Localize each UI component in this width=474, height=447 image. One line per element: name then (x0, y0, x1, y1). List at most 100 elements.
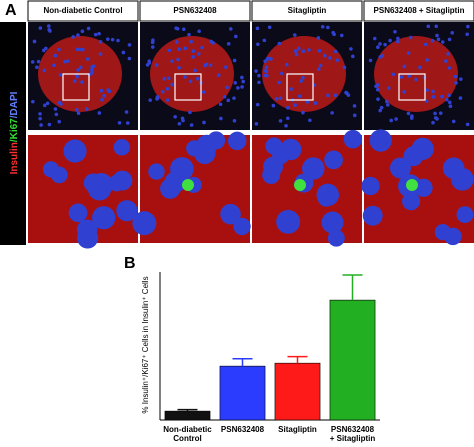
nucleus (127, 43, 132, 47)
nucleus (188, 79, 193, 84)
nucleus (447, 93, 451, 98)
nucleus (465, 32, 469, 37)
nucleus (225, 85, 229, 90)
nucleus (316, 36, 321, 40)
nucleus (317, 49, 322, 53)
nucleus (194, 142, 216, 165)
nucleus (77, 227, 99, 249)
nucleus (219, 116, 223, 121)
x-tick-label: Control (173, 434, 201, 443)
nucleus (121, 50, 126, 55)
nucleus (425, 88, 429, 92)
nucleus (80, 29, 85, 34)
nucleus (274, 97, 279, 101)
nucleus (284, 124, 288, 128)
nucleus (391, 72, 396, 77)
nucleus (333, 49, 338, 54)
nucleus (105, 37, 110, 41)
nucleus (394, 117, 398, 121)
nucleus (265, 137, 283, 155)
nucleus (68, 203, 88, 223)
nucleus (352, 113, 357, 118)
nucleus (53, 107, 58, 111)
nucleus (38, 116, 42, 121)
nucleus (78, 65, 83, 70)
nucleus (278, 96, 283, 101)
nucleus (431, 95, 436, 99)
nucleus (368, 58, 373, 63)
nucleus (72, 79, 77, 83)
nucleus (35, 65, 39, 70)
nucleus (195, 76, 200, 81)
side-label: Insulin/Ki67/DAPI (9, 91, 20, 174)
nucleus (42, 161, 60, 178)
nucleus (426, 24, 431, 29)
nucleus (305, 100, 310, 104)
nucleus (93, 32, 98, 37)
bar (329, 299, 376, 421)
zoom-box (62, 73, 90, 101)
nucleus (220, 203, 241, 225)
nucleus (327, 229, 345, 247)
nucleus (155, 95, 160, 99)
nucleus (414, 178, 433, 197)
nucleus (278, 119, 283, 123)
nucleus (277, 80, 281, 85)
nucleus (465, 122, 470, 127)
nucleus (57, 119, 62, 124)
error-bar (232, 357, 253, 367)
nucleus (321, 211, 344, 234)
nucleus (240, 75, 244, 80)
nucleus (63, 139, 87, 163)
nucleus (286, 105, 290, 110)
nucleus (89, 172, 114, 197)
nucleus (458, 96, 463, 100)
nucleus (188, 110, 192, 115)
nucleus (451, 168, 474, 191)
nucleus (453, 74, 458, 79)
nucleus (326, 25, 330, 30)
nucleus (165, 98, 170, 102)
nucleus (361, 176, 380, 196)
nucleus (102, 93, 106, 98)
side-label-part: Insulin (9, 142, 20, 174)
nucleus (54, 112, 59, 117)
nucleus (97, 31, 101, 36)
nucleus (293, 103, 297, 107)
nucleus (125, 121, 130, 125)
nucleus (318, 63, 323, 68)
nucleus (466, 24, 470, 29)
nucleus (80, 80, 84, 84)
nucleus (177, 65, 181, 70)
nucleus (148, 163, 165, 180)
nucleus (326, 93, 330, 98)
nucleus (332, 32, 336, 37)
nucleus (378, 42, 382, 46)
nucleus (106, 88, 111, 92)
nucleus (431, 89, 435, 94)
nucleus (208, 63, 213, 67)
nucleus (227, 131, 247, 151)
nucleus (380, 53, 385, 58)
nucleus (204, 62, 209, 67)
nucleus (175, 26, 180, 31)
nucleus (410, 116, 414, 120)
nucleus (386, 86, 391, 90)
nucleus (58, 73, 63, 77)
nucleus (351, 54, 355, 59)
nucleus (435, 117, 439, 121)
column-header-box (27, 0, 139, 22)
nucleus (218, 102, 223, 107)
nucleus (320, 24, 325, 29)
column-header: PSN632408 + Sitagliptin (374, 6, 465, 15)
error-bar (287, 355, 308, 364)
nucleus (232, 96, 236, 100)
nucleus (431, 120, 435, 125)
nucleus (180, 116, 185, 121)
nucleus (376, 45, 380, 50)
nucleus (148, 98, 152, 102)
nucleus (38, 26, 43, 30)
nucleus (46, 24, 51, 28)
nucleus (317, 190, 335, 207)
nucleus (378, 108, 382, 113)
